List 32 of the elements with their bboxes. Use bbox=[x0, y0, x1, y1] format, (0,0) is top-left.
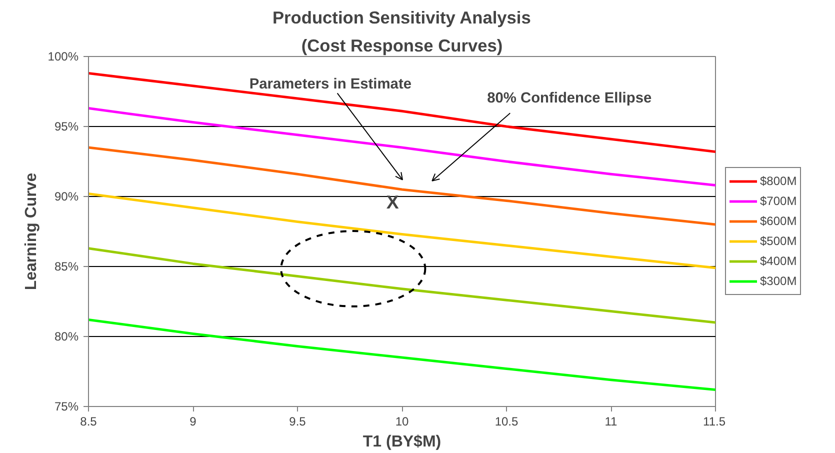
x-tick-label: 11.5 bbox=[703, 414, 726, 428]
legend-label: $600M bbox=[760, 214, 797, 228]
chart-title: Production Sensitivity Analysis bbox=[272, 8, 531, 28]
legend-label: $400M bbox=[760, 254, 797, 268]
x-tick-label: 9.5 bbox=[289, 414, 306, 428]
x-axis-title: T1 (BY$M) bbox=[362, 434, 442, 450]
annotation: X bbox=[386, 192, 400, 213]
legend-label: $500M bbox=[760, 234, 797, 248]
line-series bbox=[88, 146, 716, 226]
x-tick-label: 9 bbox=[190, 414, 197, 428]
y-tick-label: 100% bbox=[48, 50, 79, 64]
line-series bbox=[88, 318, 716, 391]
legend-label: $300M bbox=[760, 274, 797, 288]
x-tick-label: 10.5 bbox=[494, 414, 519, 428]
chart-subtitle: (Cost Response Curves) bbox=[301, 36, 503, 56]
line-series bbox=[88, 107, 716, 187]
y-axis-title: Learning Curve bbox=[22, 172, 40, 290]
annotation: 80% Confidence Ellipse bbox=[487, 90, 652, 107]
legend-label: $800M bbox=[760, 174, 797, 188]
x-tick-label: 10 bbox=[395, 414, 409, 428]
y-tick-label: 75% bbox=[54, 400, 79, 414]
y-tick-label: 95% bbox=[54, 120, 79, 134]
y-tick-label: 90% bbox=[54, 190, 79, 204]
x-tick-label: 8.5 bbox=[80, 414, 98, 428]
y-tick-label: 85% bbox=[54, 260, 79, 274]
y-tick-label: 80% bbox=[54, 330, 79, 344]
line-series bbox=[88, 192, 716, 270]
line-series bbox=[88, 247, 716, 324]
annotation: Parameters in Estimate bbox=[249, 76, 412, 92]
x-tick-label: 11 bbox=[604, 414, 618, 428]
line-series bbox=[88, 72, 716, 153]
legend-label: $700M bbox=[760, 194, 797, 208]
